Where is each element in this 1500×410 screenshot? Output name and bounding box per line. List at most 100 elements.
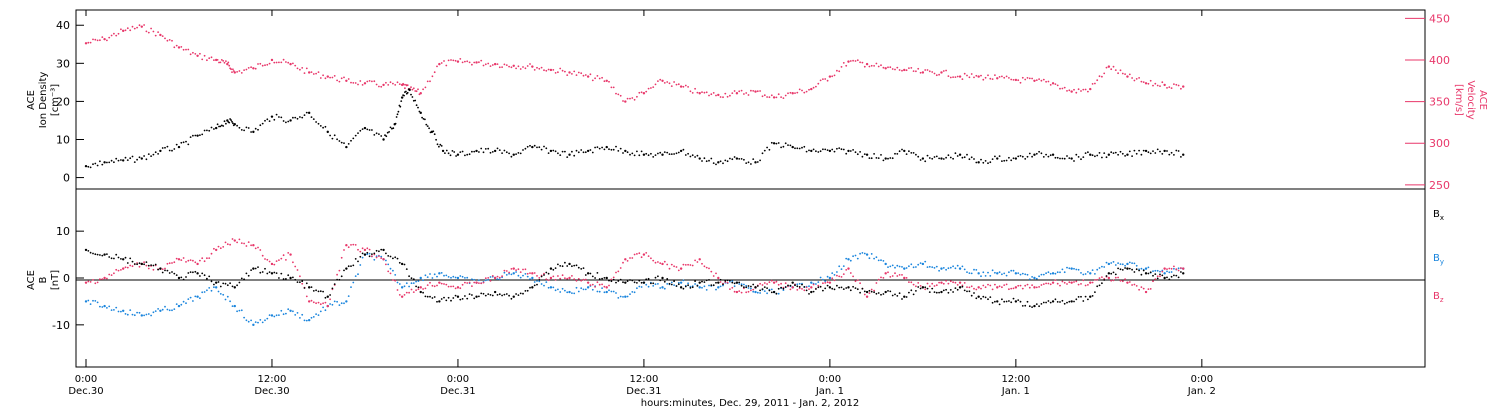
- bx-dot-35-3: [743, 286, 745, 289]
- by-dot-20-1: [459, 275, 462, 277]
- top-left-ylabel: ACE Ion Density [cm⁻³]: [26, 72, 61, 129]
- density-dot-40-5: [766, 146, 768, 149]
- by-dot-5-4: [187, 298, 190, 300]
- by-point-40: [828, 276, 832, 280]
- by-point-12: [307, 318, 311, 322]
- density-dot-53-4: [1005, 159, 1008, 162]
- velocity-dot-16-3: [371, 80, 373, 83]
- density-dot-44-3: [836, 147, 838, 150]
- bx-dot-22-3: [501, 294, 503, 297]
- density-point-32: [605, 145, 608, 149]
- by-dot-33-2: [703, 285, 706, 288]
- by-dot-32-1: [682, 279, 685, 282]
- density-dot-24-3: [464, 154, 466, 157]
- velocity-dot-29-3: [594, 77, 596, 80]
- density-point-13: [307, 111, 311, 115]
- bz-dot-22-7: [510, 268, 513, 270]
- bx-dot-25-4: [559, 265, 562, 267]
- velocity-dot-25-6: [526, 65, 529, 67]
- bz-dot-44-3: [910, 281, 913, 284]
- bx-dot-1-3: [110, 257, 113, 260]
- velocity-point-46: [903, 68, 906, 72]
- bx-point-25: [549, 267, 553, 270]
- bz-point-28: [605, 286, 608, 289]
- by-dot-12-4: [317, 314, 320, 316]
- velocity-dot-23-7: [491, 64, 494, 66]
- by-dot-5-6: [192, 300, 194, 302]
- bx-dot-49-6: [1010, 301, 1013, 304]
- density-dot-52-6: [991, 158, 994, 161]
- by-dot-1-4: [113, 309, 115, 311]
- bx-dot-38-2: [796, 285, 799, 288]
- velocity-dot-22-6: [471, 63, 473, 66]
- density-dot-22-3: [435, 138, 437, 141]
- velocity-point-43: [847, 60, 850, 63]
- xtick-label-time-4: 0:00: [819, 374, 841, 385]
- velocity-dot-45-3: [891, 68, 894, 70]
- top-right-ytick-label-3: 400: [1429, 54, 1450, 67]
- density-dot-24-1: [459, 151, 462, 154]
- velocity-dot-55-5: [1082, 88, 1085, 91]
- density-dot-31-6: [601, 146, 603, 149]
- density-dot-15-1: [347, 143, 350, 145]
- by-dot-45-7: [938, 269, 940, 272]
- bz-dot-14-2: [350, 244, 352, 246]
- density-dot-13-7: [324, 125, 327, 128]
- by-dot-23-1: [515, 271, 517, 273]
- bx-dot-48-1: [980, 297, 982, 300]
- density-dot-28-3: [538, 146, 541, 149]
- bz-dot-5-6: [192, 259, 194, 262]
- density-dot-59-2: [1112, 152, 1115, 155]
- velocity-dot-4-2: [164, 37, 166, 40]
- velocity-dot-33-2: [666, 81, 669, 83]
- bx-dot-22-4: [503, 293, 506, 296]
- velocity-point-6: [196, 54, 199, 57]
- by-dot-42-6: [880, 259, 882, 262]
- bx-dot-57-1: [1147, 272, 1150, 275]
- velocity-dot-38-3: [761, 95, 764, 98]
- bz-dot-26-3: [575, 279, 578, 282]
- velocity-dot-34-3: [687, 86, 689, 88]
- by-dot-0-7: [101, 306, 104, 308]
- bx-dot-31-6: [675, 285, 678, 287]
- bz-dot-8-5: [245, 245, 248, 247]
- by-point-44: [903, 267, 906, 270]
- velocity-dot-45-4: [894, 68, 896, 71]
- bz-point-2: [121, 267, 125, 270]
- density-dot-62-4: [1173, 154, 1175, 156]
- bz-dot-32-1: [682, 263, 685, 266]
- by-dot-49-2: [1001, 273, 1003, 276]
- density-dot-55-4: [1042, 156, 1045, 158]
- bx-dot-23-2: [517, 294, 520, 296]
- by-point-4: [159, 309, 162, 312]
- density-dot-17-6: [391, 127, 393, 130]
- velocity-dot-57-1: [1110, 68, 1113, 71]
- bz-dot-41-3: [854, 280, 857, 283]
- bx-dot-39-3: [817, 286, 820, 289]
- velocity-dot-25-3: [519, 68, 522, 70]
- velocity-dot-29-6: [601, 76, 603, 79]
- bz-dot-16-3: [389, 272, 392, 275]
- density-dot-46-5: [877, 157, 880, 160]
- by-dot-53-5: [1082, 273, 1085, 276]
- velocity-dot-8-6: [232, 68, 234, 71]
- bz-dot-0-3: [92, 279, 94, 281]
- bx-dot-32-3: [687, 284, 689, 287]
- bz-dot-12-7: [324, 301, 327, 304]
- bz-dot-12-1: [310, 299, 313, 302]
- velocity-dot-38-6: [768, 96, 771, 99]
- bz-dot-8-2: [238, 238, 241, 241]
- density-dot-57-5: [1082, 156, 1085, 159]
- bz-dot-51-2: [1038, 286, 1040, 288]
- bz-dot-52-4: [1061, 280, 1064, 283]
- bz-dot-43-6: [898, 274, 901, 276]
- density-dot-60-3: [1133, 149, 1136, 152]
- velocity-point-17: [382, 83, 385, 87]
- velocity-dot-14-1: [329, 76, 331, 79]
- by-dot-18-2: [424, 274, 427, 277]
- density-dot-59-3: [1114, 151, 1117, 154]
- top-right-ytick-label-4: 450: [1429, 12, 1450, 25]
- density-dot-35-1: [663, 151, 666, 154]
- velocity-dot-48-5: [952, 76, 954, 78]
- density-dot-62-5: [1175, 149, 1178, 152]
